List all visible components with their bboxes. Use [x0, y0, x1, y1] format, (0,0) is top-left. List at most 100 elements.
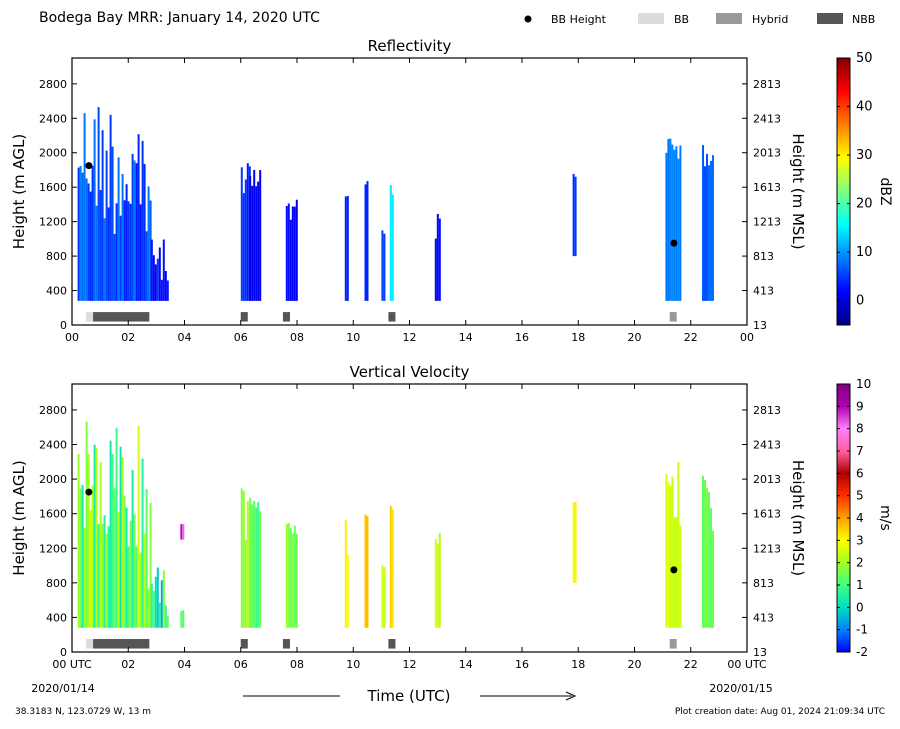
bb-type-bar-nbb — [282, 312, 290, 322]
data-column — [145, 231, 148, 301]
data-column — [675, 516, 678, 628]
y2-axis-label: Height (m MSL) — [789, 460, 807, 576]
data-column — [141, 140, 144, 301]
x-axis-label: Time (UTC) — [367, 687, 451, 705]
y-tick-label: 2800 — [39, 404, 67, 417]
data-column — [679, 145, 682, 301]
data-column — [103, 218, 106, 301]
end-date-label: 2020/01/15 — [709, 682, 772, 695]
data-column — [125, 507, 128, 628]
data-column — [259, 511, 262, 628]
data-column — [257, 181, 260, 301]
data-column — [87, 454, 90, 628]
data-column — [156, 567, 159, 628]
x-tick-label: 20 — [628, 331, 642, 344]
data-column — [149, 200, 152, 301]
data-column — [125, 184, 128, 301]
data-column — [77, 453, 80, 628]
data-column — [180, 524, 183, 540]
y-tick-label: 2800 — [39, 78, 67, 91]
x-tick-label: 08 — [290, 331, 304, 344]
data-column — [85, 421, 88, 628]
bb-type-bar-hybrid — [669, 639, 677, 649]
data-column — [391, 194, 394, 301]
data-column — [572, 173, 575, 257]
x-tick-label: 16 — [515, 658, 529, 671]
figure-title: Bodega Bay MRR: January 14, 2020 UTC — [39, 10, 320, 26]
data-column — [257, 501, 260, 628]
data-column — [117, 157, 120, 301]
x-tick-label: 02 — [121, 331, 135, 344]
data-column — [712, 155, 714, 301]
colorbar-gradient — [836, 57, 851, 326]
figure-legend: BB Height BB Hybrid NBB — [524, 13, 875, 26]
data-column — [135, 546, 138, 628]
data-column — [253, 170, 256, 301]
data-column — [671, 476, 674, 628]
data-column — [669, 485, 672, 628]
bb-height-marker — [85, 488, 93, 496]
legend-swatch-bb — [638, 13, 664, 24]
y2-tick-label: 1213 — [753, 216, 781, 229]
data-column — [346, 554, 349, 628]
bb-type-bar-bb — [86, 639, 94, 649]
data-column — [677, 158, 680, 301]
colorbar-tick-label: 50 — [856, 51, 873, 66]
data-column — [119, 446, 122, 628]
data-column — [671, 144, 674, 301]
data-column — [154, 264, 157, 301]
x-tick-label: 20 — [628, 658, 642, 671]
data-column — [89, 510, 92, 628]
x-tick-label: 00 UTC — [727, 658, 767, 671]
data-column — [143, 533, 146, 628]
data-column — [436, 214, 439, 301]
data-column — [702, 145, 704, 301]
data-column — [164, 271, 167, 301]
data-column — [389, 185, 392, 301]
data-column — [77, 167, 80, 301]
data-column — [438, 218, 441, 301]
legend-label: Hybrid — [752, 13, 788, 26]
colorbar-tick-label: 10 — [856, 245, 873, 260]
data-column — [244, 539, 247, 628]
colorbar-tick-label: 2 — [856, 556, 864, 570]
data-column — [383, 567, 386, 628]
data-column — [158, 247, 161, 301]
data-column — [141, 458, 144, 628]
data-column — [710, 161, 712, 301]
bb-type-bar-nbb — [240, 312, 248, 322]
data-column — [251, 504, 254, 628]
data-column — [158, 602, 161, 628]
data-column — [708, 165, 710, 301]
data-column — [99, 461, 102, 628]
data-column — [251, 185, 254, 301]
data-column — [434, 238, 437, 301]
y2-tick-label: 413 — [753, 611, 774, 624]
data-column — [242, 491, 245, 628]
data-column — [712, 530, 714, 628]
x-tick-label: 12 — [403, 658, 417, 671]
data-column — [109, 440, 112, 628]
data-column — [115, 427, 118, 628]
data-column — [391, 509, 394, 628]
colorbar-tick-label: 10 — [856, 377, 871, 391]
colorbar: -2 -1 0 1 2 3 4 5 6 7 8 9 10 m/s — [836, 377, 893, 659]
x-tick-label: 08 — [290, 658, 304, 671]
data-column — [95, 447, 98, 628]
data-column — [673, 149, 676, 301]
data-column — [164, 605, 167, 628]
data-column — [293, 206, 296, 301]
x-tick-label: 10 — [346, 331, 360, 344]
data-column — [665, 473, 668, 628]
y2-tick-label: 2813 — [753, 78, 781, 91]
data-column — [115, 203, 118, 301]
data-column — [135, 163, 138, 301]
start-date-label: 2020/01/14 — [31, 682, 94, 695]
bb-height-marker — [670, 566, 678, 574]
data-column — [83, 113, 86, 301]
panel-title: Reflectivity — [368, 37, 452, 55]
data-columns — [77, 107, 714, 301]
data-column — [704, 166, 706, 301]
data-column — [706, 487, 708, 628]
data-column — [389, 506, 392, 628]
